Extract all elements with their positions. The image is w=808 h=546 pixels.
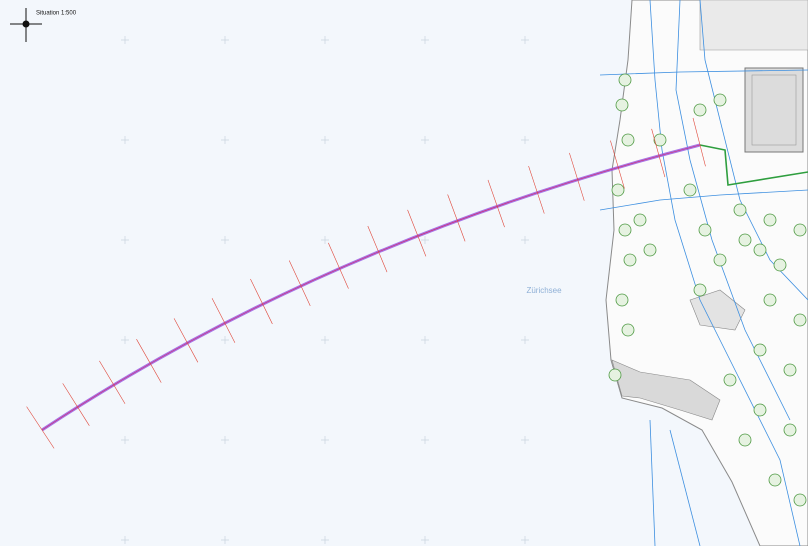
tree [738,433,752,447]
tree [698,223,712,237]
tree [618,223,632,237]
tree [615,98,629,112]
tree [611,183,625,197]
grid-cross [421,36,429,44]
grid-cross [121,336,129,344]
tree [693,283,707,297]
paved-area [611,359,721,421]
station-tick [692,117,706,167]
grid-cross [521,236,529,244]
station-tick [407,209,427,257]
scale-label: Situation 1:500 [36,11,77,17]
grid-cross [221,236,229,244]
station-tick [328,242,349,289]
grid-cross [121,236,129,244]
tree [633,213,647,227]
tree [773,258,787,272]
grid-cross [121,436,129,444]
station-tick [569,152,585,201]
grid-cross [121,536,129,544]
grid-crosses [121,36,529,544]
grid-cross [321,336,329,344]
tree [693,103,707,117]
tree [793,223,807,237]
grid-cross [321,436,329,444]
tree [621,323,635,337]
tree [793,493,807,507]
grid-cross [421,536,429,544]
grid-cross [221,336,229,344]
tree [723,373,737,387]
pipeline-axis [41,144,701,431]
green-pipe [699,144,808,186]
utility-lines [599,0,808,546]
grid-cross [521,436,529,444]
station-tick [136,339,162,383]
tree [615,293,629,307]
grid-cross [321,236,329,244]
north-arrow [10,8,42,42]
station-tick [250,278,273,325]
station-tick [610,140,625,189]
tree [653,133,667,147]
grid-cross [421,336,429,344]
tree [643,243,657,257]
lake-label: Zürichsee [526,286,562,295]
station-tick [173,318,199,363]
building [744,67,804,153]
station-tick [447,194,466,242]
station-tick [99,360,126,404]
tree [623,253,637,267]
tree [753,343,767,357]
grid-cross [121,36,129,44]
grid-cross [421,236,429,244]
grid-cross [221,36,229,44]
tree [763,293,777,307]
building-area [699,0,808,51]
grid-cross [521,336,529,344]
grid-cross [321,36,329,44]
tree [738,233,752,247]
tree [763,213,777,227]
station-tick [528,165,545,214]
grid-cross [521,36,529,44]
tree [618,73,632,87]
grid-cross [221,136,229,144]
tree [713,93,727,107]
grid-cross [421,136,429,144]
station-tick [288,260,311,307]
grid-cross [521,136,529,144]
grid-cross [421,436,429,444]
tree [753,243,767,257]
tree [733,203,747,217]
station-tick [487,179,505,228]
building-inner [751,74,797,146]
tree [713,253,727,267]
stations [26,117,706,449]
grid-cross [321,536,329,544]
tree [683,183,697,197]
tree [793,313,807,327]
station-tick [651,128,666,178]
trees [608,73,807,507]
grid-cross [321,136,329,144]
tree [783,423,797,437]
grid-cross [121,136,129,144]
station-tick [367,225,388,273]
tree [783,363,797,377]
tree [753,403,767,417]
tree [768,473,782,487]
station-tick [26,406,55,449]
grid-cross [521,536,529,544]
structure [689,289,746,331]
station-tick [62,383,90,426]
tree [621,133,635,147]
grid-cross [221,536,229,544]
station-tick [211,298,236,343]
tree [608,368,622,382]
grid-cross [221,436,229,444]
